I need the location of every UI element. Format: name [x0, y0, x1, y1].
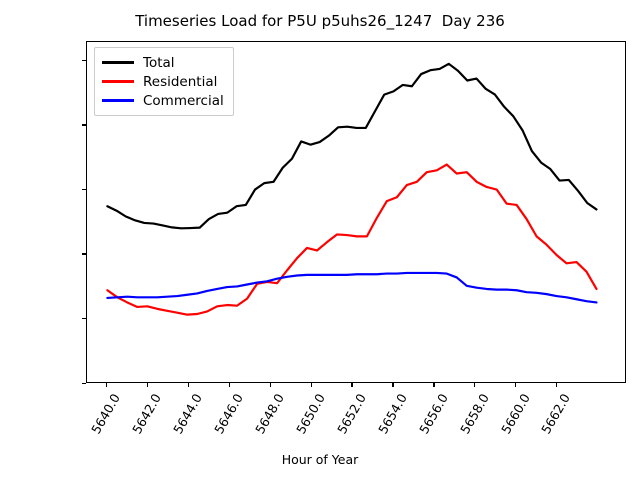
x-tick-mark [474, 383, 476, 387]
x-tick-mark [515, 383, 517, 387]
x-tick-label: 5658.0 [456, 391, 492, 437]
legend-swatch-icon [102, 99, 134, 102]
x-tick-label: 5656.0 [415, 391, 451, 437]
series-line-commercial [106, 271, 598, 304]
legend-label: Total [143, 54, 175, 71]
x-tick-label: 5654.0 [374, 391, 410, 437]
x-tick-mark [105, 383, 108, 387]
legend-swatch-icon [102, 80, 134, 83]
x-tick-label: 5662.0 [538, 391, 574, 437]
y-tick-mark [82, 382, 86, 384]
legend-item-commercial: Commercial [102, 91, 224, 110]
x-tick-mark [228, 383, 230, 387]
series-line-residential [106, 163, 598, 316]
x-tick-label: 5660.0 [497, 391, 533, 437]
x-axis-label: Hour of Year [281, 452, 359, 467]
legend-label: Residential [143, 73, 218, 90]
x-tick-mark [269, 383, 271, 387]
legend-item-total: Total [102, 53, 224, 72]
x-tick-mark [392, 383, 394, 387]
plot-svg [106, 62, 598, 316]
series-line-total [106, 62, 598, 230]
y-tick-mark [82, 317, 86, 320]
y-tick-mark [82, 253, 86, 255]
y-tick-mark [82, 124, 86, 126]
legend-swatch-icon [102, 61, 134, 64]
x-tick-mark [351, 383, 353, 387]
x-tick-label: 5642.0 [129, 391, 165, 437]
legend-item-residential: Residential [102, 72, 224, 91]
chart-title: Timeseries Load for P5U p5uhs26_1247 Day… [135, 12, 505, 30]
x-tick-mark [187, 383, 190, 387]
x-tick-label: 5646.0 [211, 391, 247, 437]
y-tick-mark [82, 188, 86, 191]
x-tick-label: 5652.0 [334, 391, 369, 437]
legend-label: Commercial [143, 92, 224, 109]
x-tick-mark [310, 383, 312, 387]
chart-legend: Total Residential Commercial [94, 47, 234, 116]
x-tick-mark [433, 383, 435, 387]
x-tick-mark [146, 383, 149, 387]
y-tick-mark [82, 59, 86, 62]
x-tick-label: 5650.0 [293, 391, 328, 437]
x-tick-label: 5644.0 [170, 391, 206, 437]
x-tick-mark [555, 383, 558, 387]
x-tick-label: 5648.0 [252, 391, 288, 437]
x-tick-label: 5640.0 [88, 391, 124, 437]
